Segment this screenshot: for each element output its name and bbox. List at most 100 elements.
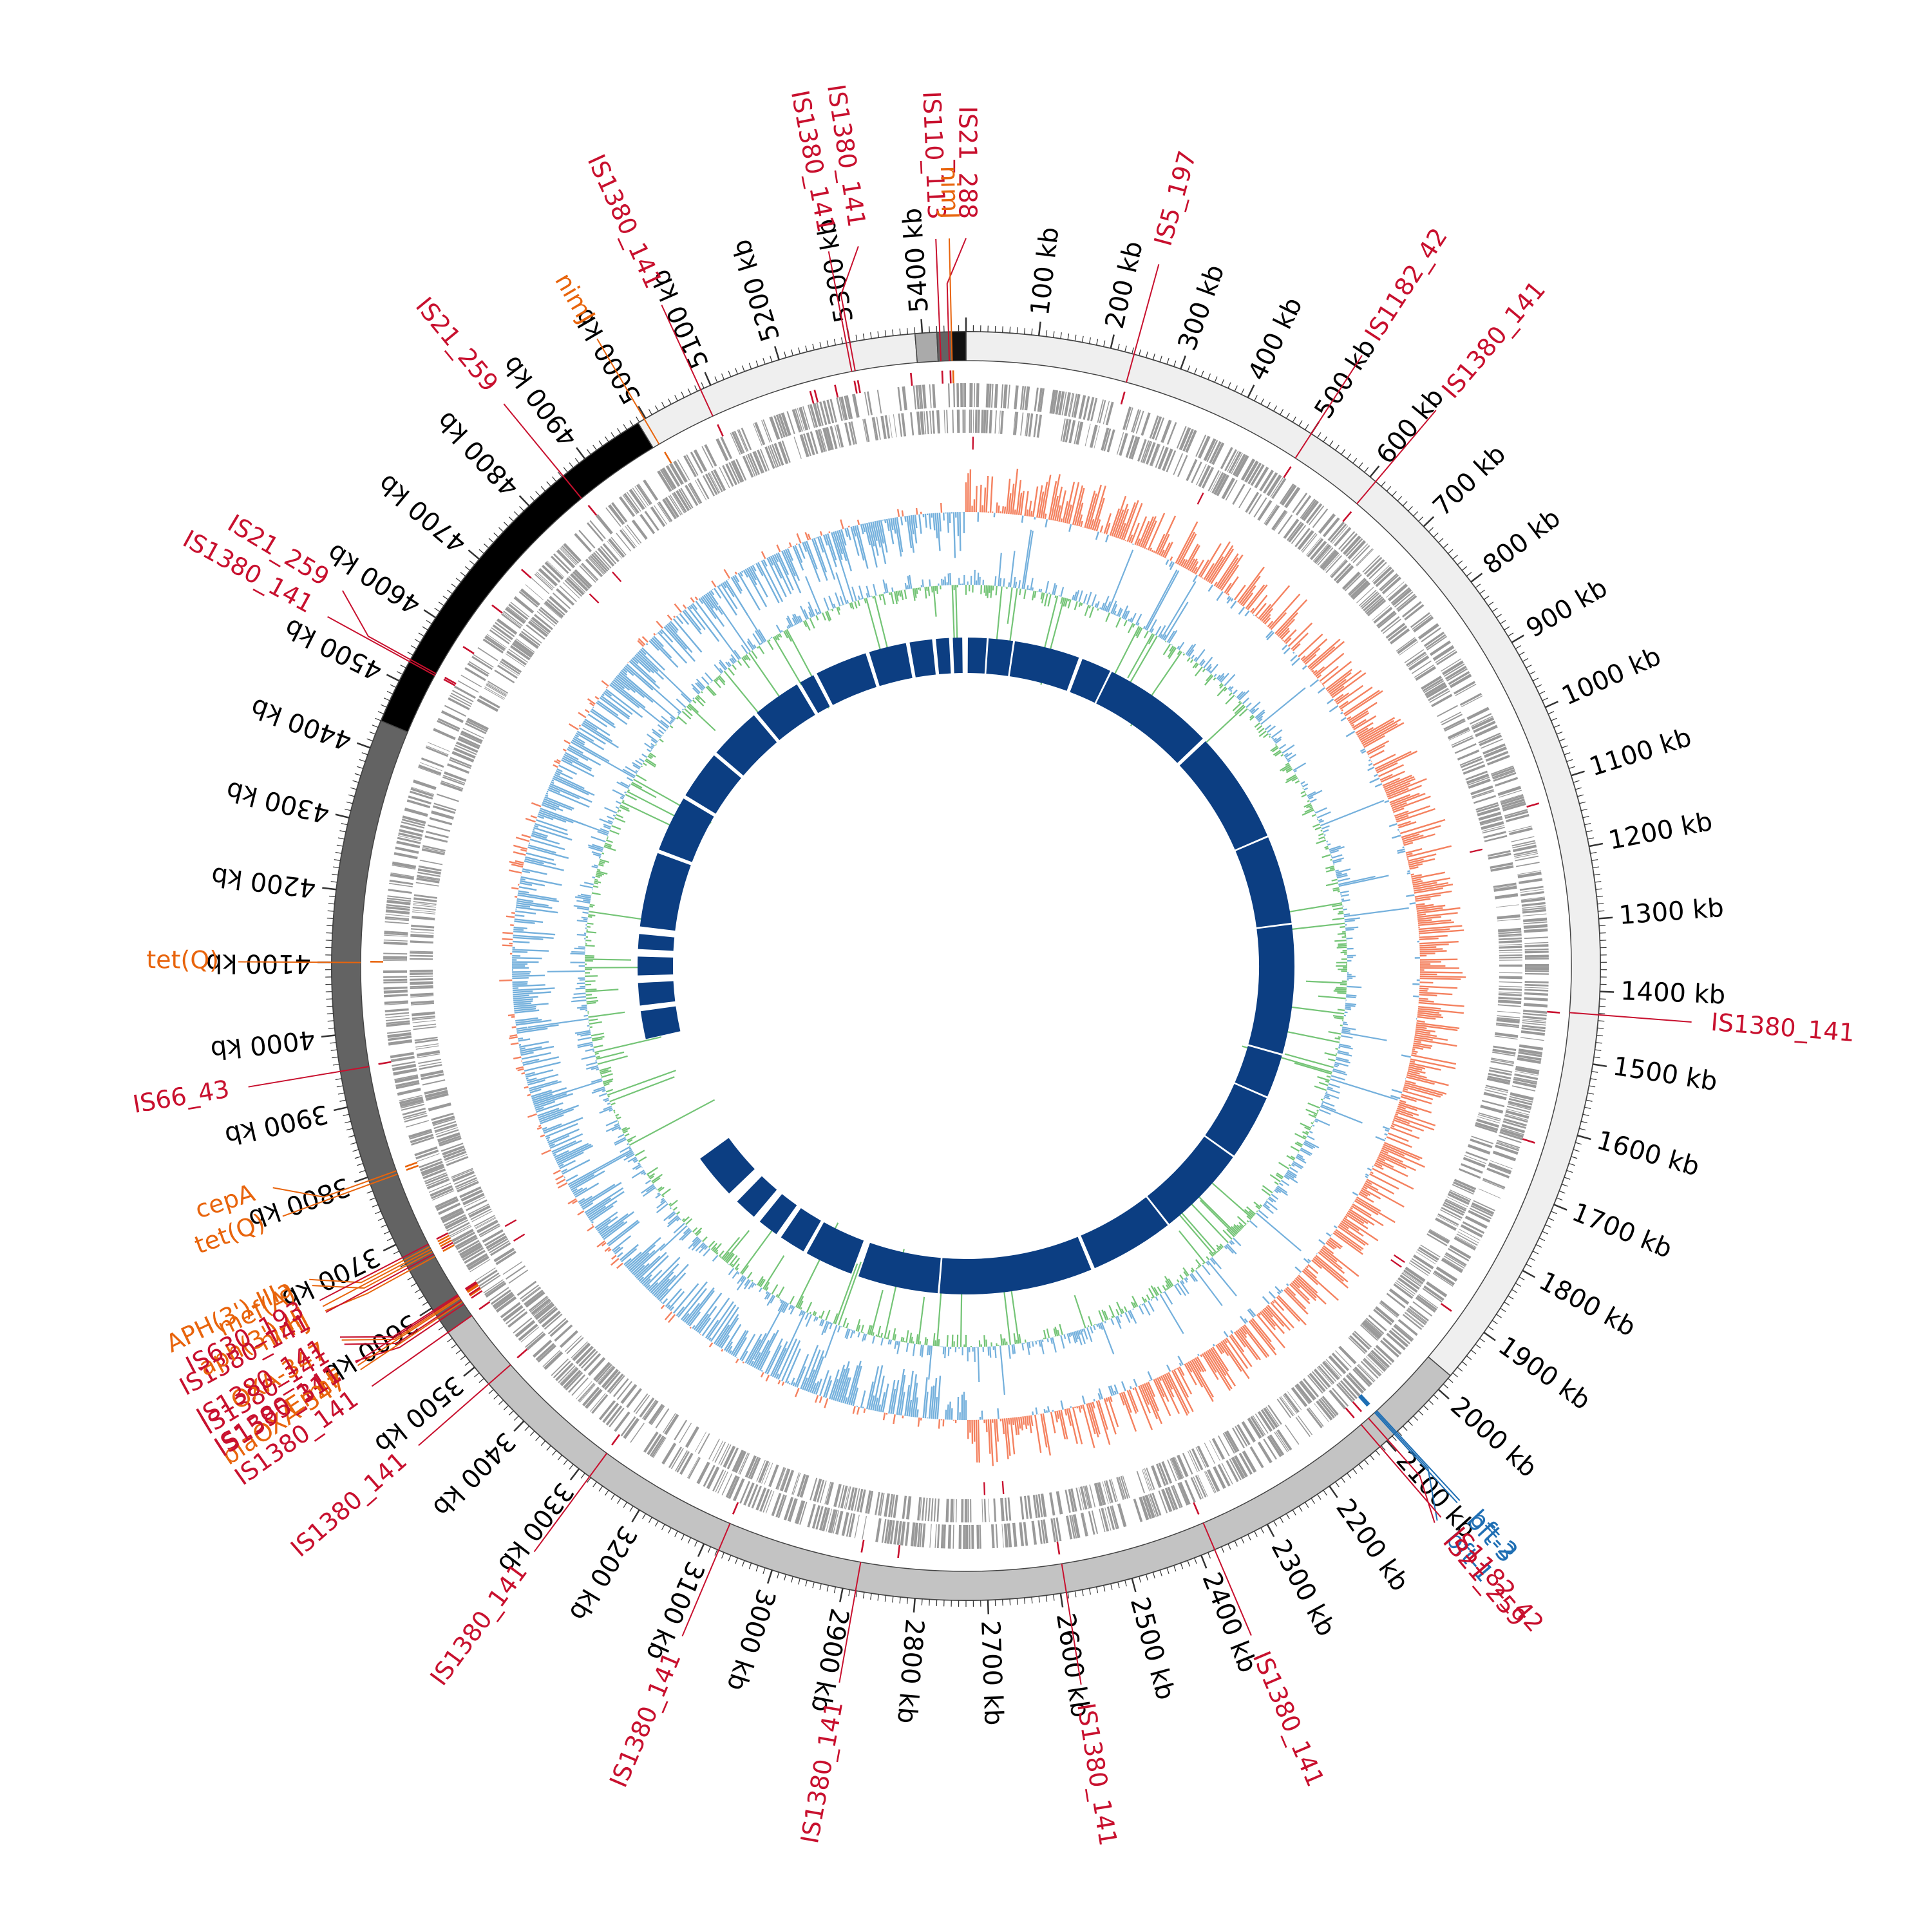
- cds-feature: [1322, 517, 1340, 538]
- cds-feature: [875, 1492, 880, 1515]
- cds-feature: [1338, 1345, 1357, 1365]
- minor-tick: [1535, 684, 1542, 688]
- cds-feature: [531, 616, 551, 634]
- cds-feature: [747, 453, 758, 476]
- tick-label: 300 kb: [1173, 261, 1231, 354]
- cds-feature: [886, 1519, 893, 1544]
- cds-feature: [1248, 494, 1262, 515]
- cds-feature: [1498, 935, 1522, 938]
- minor-tick: [1180, 1562, 1184, 1569]
- cds-feature: [905, 1496, 912, 1520]
- cds-feature: [1363, 594, 1382, 612]
- cds-feature: [662, 1413, 676, 1434]
- minor-tick: [1573, 780, 1580, 783]
- cds-feature: [388, 1039, 413, 1046]
- minor-tick: [447, 589, 453, 594]
- cds-feature: [668, 1446, 683, 1468]
- minor-tick: [1515, 1282, 1521, 1287]
- cds-feature: [1305, 537, 1321, 556]
- cds-feature: [1522, 1019, 1546, 1024]
- cds-feature: [1204, 1443, 1215, 1464]
- cds-feature: [1499, 954, 1522, 957]
- cds-feature: [884, 1519, 890, 1544]
- tick-label: 900 kb: [1521, 573, 1613, 644]
- cds-feature: [1493, 1045, 1517, 1052]
- minor-tick: [563, 1459, 568, 1465]
- cds-feature: [1480, 1104, 1504, 1114]
- annotation-leader-line: [661, 305, 714, 417]
- minor-tick: [535, 491, 540, 497]
- tick-label: 4900 kb: [497, 350, 583, 452]
- gc-content-dips: [584, 584, 1348, 1348]
- cds-feature: [1229, 1458, 1242, 1481]
- cds-feature: [520, 588, 540, 606]
- annotation-leader-line: [339, 1294, 459, 1338]
- major-tick: [1571, 770, 1585, 777]
- cds-feature: [819, 1480, 827, 1503]
- cds-feature: [1520, 889, 1544, 893]
- cds-feature: [977, 410, 980, 433]
- cds-feature: [1000, 384, 1004, 408]
- annotation-leader-line: [596, 338, 660, 445]
- cds-feature: [392, 1061, 416, 1067]
- synteny-block: [700, 1138, 755, 1194]
- cds-feature: [518, 632, 539, 649]
- cds-feature: [1415, 666, 1437, 681]
- cds-feature: [579, 1384, 596, 1403]
- cds-feature: [1500, 1128, 1524, 1139]
- minor-tick: [848, 1589, 851, 1596]
- cds-feature: [1476, 1118, 1499, 1128]
- feature-marker: [504, 1219, 517, 1227]
- cds-feature: [1182, 428, 1194, 452]
- cds-feature: [1501, 1124, 1526, 1133]
- cds-feature: [410, 978, 433, 981]
- cds-feature: [1078, 395, 1086, 419]
- cds-feature: [1406, 1309, 1426, 1325]
- cds-feature: [448, 697, 470, 710]
- cds-feature: [1245, 491, 1260, 513]
- synteny-block: [685, 755, 741, 814]
- cds-feature: [1091, 1510, 1099, 1534]
- annotation-marker: [1547, 1010, 1560, 1014]
- minor-tick: [1074, 334, 1077, 341]
- cds-feature: [453, 1231, 475, 1245]
- cds-feature: [528, 1296, 548, 1312]
- cds-feature: [1084, 423, 1091, 447]
- cds-feature: [1311, 1371, 1328, 1390]
- cds-feature: [484, 1233, 506, 1247]
- cds-feature: [1263, 1439, 1278, 1460]
- minor-tick: [540, 1440, 546, 1446]
- cds-feature: [825, 426, 834, 450]
- cds-feature: [1502, 800, 1526, 810]
- cds-feature: [802, 406, 810, 430]
- cds-feature: [1197, 1445, 1209, 1468]
- minor-tick: [728, 1555, 732, 1562]
- feature-marker-track: [370, 370, 1560, 1558]
- cds-feature: [848, 1487, 855, 1510]
- cds-feature: [898, 413, 903, 437]
- cds-feature: [477, 698, 498, 712]
- cds-feature: [791, 1472, 800, 1495]
- minor-tick: [503, 1405, 509, 1410]
- cds-feature: [927, 1498, 931, 1522]
- cds-feature: [482, 638, 504, 654]
- cds-feature: [478, 1272, 500, 1287]
- cds-feature: [384, 994, 408, 998]
- cds-feature: [1388, 1329, 1409, 1348]
- cds-feature: [1276, 1429, 1293, 1451]
- cds-feature: [1478, 1114, 1501, 1122]
- annotation-marker: [1360, 1394, 1370, 1405]
- cds-feature: [1488, 1072, 1511, 1080]
- cds-feature: [383, 952, 408, 955]
- cds-feature: [1301, 499, 1317, 520]
- minor-tick: [447, 1338, 453, 1343]
- cds-feature: [597, 1365, 614, 1383]
- minor-tick: [488, 538, 494, 544]
- minor-tick: [833, 1586, 837, 1593]
- tick-label: 4700 kb: [373, 468, 473, 558]
- cds-feature: [553, 553, 572, 572]
- cds-feature: [564, 1335, 582, 1352]
- cds-feature: [807, 1504, 816, 1528]
- cds-feature: [1065, 1490, 1071, 1513]
- cds-feature: [386, 1030, 411, 1034]
